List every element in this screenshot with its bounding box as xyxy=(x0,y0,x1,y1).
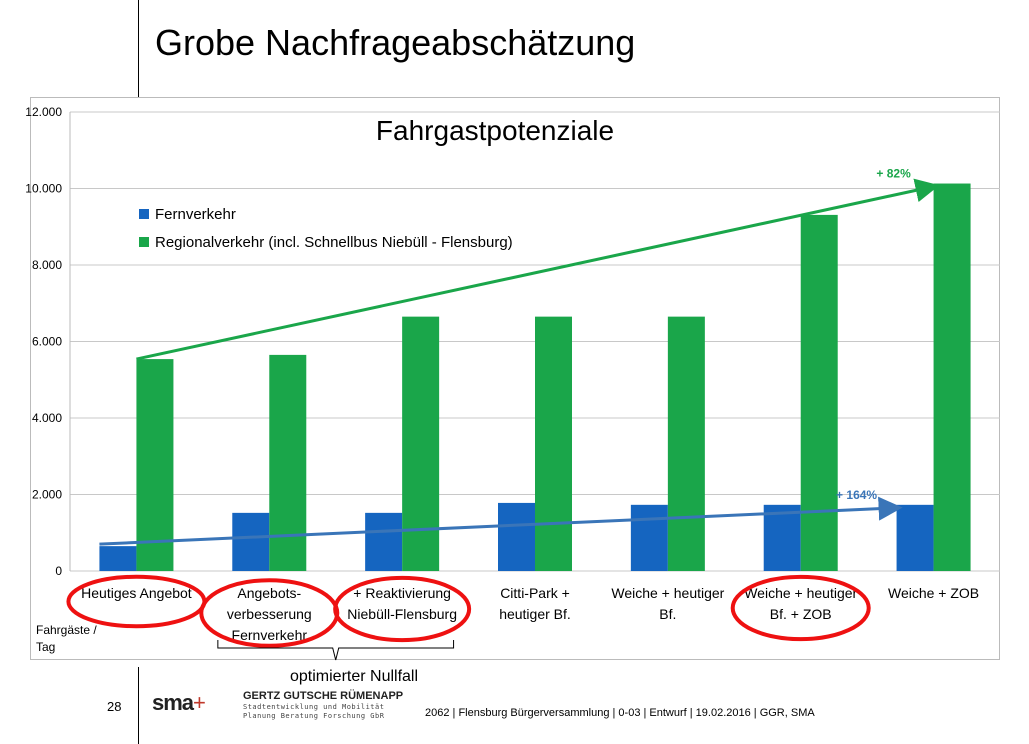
footer-text: 2062 | Flensburg Bürgerversammlung | 0-0… xyxy=(425,707,815,719)
page-number: 28 xyxy=(107,699,122,714)
slide-title: Grobe Nachfrageabschätzung xyxy=(155,22,636,63)
bar-fernverkehr xyxy=(99,546,137,571)
bar-fernverkehr xyxy=(630,504,668,571)
highlight-ellipse xyxy=(333,575,472,643)
trend-label: + 164% xyxy=(836,488,877,502)
trend-arrow xyxy=(136,178,940,361)
divider-line xyxy=(138,667,139,744)
brace xyxy=(217,640,455,661)
legend-swatch xyxy=(139,237,149,247)
y-tick-label: 12.000 xyxy=(25,105,62,119)
x-tick-label: Weiche + ZOB xyxy=(888,585,979,601)
y-tick-label: 2.000 xyxy=(32,488,62,502)
x-tick-label: + Reaktivierung xyxy=(353,585,451,601)
x-tick-label: Weiche + heutiger xyxy=(611,585,724,601)
x-tick-label: Fernverkehr xyxy=(232,627,308,643)
bar-regionalverkehr xyxy=(402,316,440,571)
firm-name: GERTZ GUTSCHE RÜMENAPP xyxy=(243,690,404,702)
divider-line xyxy=(138,0,139,97)
x-tick-label: Bf. xyxy=(659,606,676,622)
bar-regionalverkehr xyxy=(535,316,572,571)
bar-fernverkehr xyxy=(763,504,801,571)
firm-line-1: Stadtentwicklung und Mobilität xyxy=(243,703,385,711)
legend-label: Fernverkehr xyxy=(155,206,236,223)
y-tick-label: 4.000 xyxy=(32,411,62,425)
y-tick-label: 6.000 xyxy=(32,335,62,349)
x-tick-label: Heutiges Angebot xyxy=(81,585,192,601)
bar-regionalverkehr xyxy=(667,316,705,571)
x-tick-label: Angebots- xyxy=(237,585,301,601)
trend-label: + 82% xyxy=(876,167,911,181)
firm-tagline: Stadtentwicklung und Mobilität Planung Be… xyxy=(243,703,384,721)
bar-fernverkehr xyxy=(896,504,934,571)
bar-fernverkehr xyxy=(232,512,270,571)
x-tick-label: verbesserung xyxy=(227,606,312,622)
bar-fernverkehr xyxy=(498,502,535,571)
bar-regionalverkehr xyxy=(136,359,174,571)
x-tick-label: Niebüll-Flensburg xyxy=(347,606,457,622)
y-axis-label: Tag xyxy=(36,640,55,654)
logo-mark: + xyxy=(193,690,206,715)
bar-regionalverkehr xyxy=(269,354,307,571)
x-tick-label: Bf. + ZOB xyxy=(770,606,832,622)
bar-fernverkehr xyxy=(365,512,403,571)
y-axis-label: Fahrgäste / xyxy=(36,623,97,637)
chart-frame xyxy=(30,97,1000,660)
x-tick-label: Citti-Park + xyxy=(500,585,570,601)
y-tick-label: 10.000 xyxy=(25,182,62,196)
brace-label: optimierter Nullfall xyxy=(290,668,419,685)
bar-regionalverkehr xyxy=(800,214,838,571)
trend-arrow xyxy=(99,496,903,546)
highlight-ellipse xyxy=(730,574,871,642)
chart-title: Fahrgastpotenziale xyxy=(376,115,614,146)
legend-swatch xyxy=(139,209,149,219)
bar-regionalverkehr xyxy=(933,183,971,571)
y-tick-label: 8.000 xyxy=(32,258,62,272)
firm-line-2: Planung Beratung Forschung GbR xyxy=(243,712,385,720)
y-tick-label: 0 xyxy=(55,564,62,578)
sma-logo: sma+ xyxy=(152,690,206,716)
x-tick-label: heutiger Bf. xyxy=(499,606,571,622)
x-tick-label: Weiche + heutiger xyxy=(744,585,857,601)
logo-text: sma xyxy=(152,690,194,715)
legend-label: Regionalverkehr (incl. Schnellbus Niebül… xyxy=(155,234,513,251)
